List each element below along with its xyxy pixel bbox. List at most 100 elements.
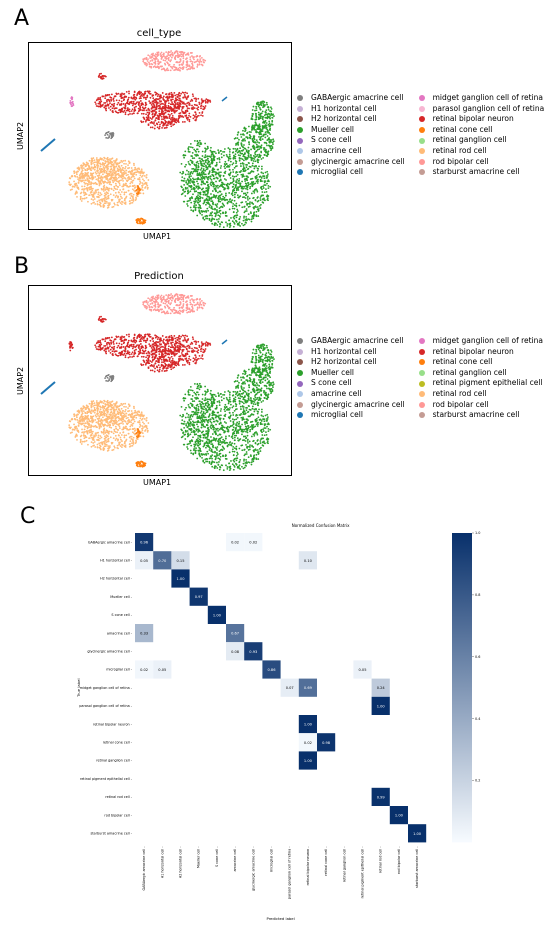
legend-label: retinal rod cell [432, 145, 487, 155]
panel-a-legend-item: H1 horizontal cell [297, 104, 405, 115]
cell-value-label: 0.98 [322, 741, 331, 745]
cluster-bipolar-small [202, 341, 212, 347]
y-tick-label: microglial cell - [106, 668, 133, 672]
cell-value-label: 0.02 [140, 668, 148, 672]
panel-a-letter: A [14, 6, 30, 31]
legend-marker-icon [418, 158, 425, 165]
legend-label: retinal cone cell [432, 357, 493, 367]
legend-marker-icon [418, 169, 425, 176]
panel-a-legend-item: rod bipolar cell [418, 157, 545, 168]
heatmap-cell [207, 605, 226, 624]
panel-b-legend-item: retinal bipolar neuron [418, 347, 543, 358]
legend-label: S cone cell [311, 378, 352, 388]
panel-b-legend-item: starburst amacrine cell [418, 410, 543, 421]
cluster-rod-bipolar [142, 293, 207, 315]
x-tick-label: H2 horizontal cell - [179, 846, 183, 879]
x-tick-label: S cone cell - [215, 846, 219, 867]
legend-marker-icon [418, 370, 425, 377]
heatmap-cell [298, 733, 317, 752]
cluster-midget [69, 96, 75, 108]
legend-marker-icon [297, 137, 303, 144]
legend-marker-icon [418, 348, 425, 355]
cluster-rod [80, 399, 124, 428]
x-tick-label: Mueller cell - [197, 846, 201, 869]
cell-value-label: 0.70 [158, 559, 167, 563]
heatmap-cell [171, 569, 190, 588]
panel-b-legend-item: retinal ganglion cell [418, 368, 543, 379]
legend-label: starburst amacrine cell [432, 410, 520, 420]
legend-marker-icon [297, 359, 303, 366]
x-tick-label: rod bipolar cell - [397, 846, 401, 874]
cluster-bipolar-small [97, 315, 107, 323]
legend-label: midget ganglion cell of retina [432, 93, 544, 102]
cluster-microglia [40, 138, 56, 152]
umap-a-scatter [40, 50, 275, 229]
legend-marker-icon [297, 348, 303, 355]
x-tick-label: retinal cone cell - [324, 846, 328, 876]
panel-b-umap-plot [28, 285, 292, 476]
legend-marker-icon [297, 105, 303, 112]
panel-a-legend-item: retinal bipolar neuron [418, 114, 545, 125]
confusion-matrix-ylabel: True label [76, 678, 81, 697]
colorbar-tick-label: 0.4 [475, 717, 480, 721]
panel-b-legend-item: microglial cell [297, 410, 405, 421]
x-tick-label: GABAergic amacrine cell - [142, 846, 146, 891]
heatmap-cell [298, 551, 317, 570]
y-tick-label: parasol ganglion cell of retina - [79, 704, 133, 708]
legend-marker-icon [297, 401, 303, 408]
legend-label: Mueller cell [311, 124, 354, 134]
cell-value-label: 1.00 [176, 577, 185, 581]
y-tick-label: rod bipolar cell - [104, 813, 132, 817]
legend-marker-icon [418, 380, 425, 387]
cell-value-label: 0.67 [231, 632, 239, 636]
cell-value-label: 0.24 [377, 686, 386, 690]
y-tick-label: retinal bipolar neuron - [93, 722, 133, 726]
panel-b-legend-item: rod bipolar cell [418, 400, 543, 411]
cell-value-label: 0.05 [358, 668, 366, 672]
heatmap-cell [244, 642, 263, 661]
colorbar-tick-label: 0.6 [475, 655, 480, 659]
heatmap-cell [135, 660, 154, 679]
colorbar-tick-label: 0.8 [475, 593, 480, 597]
y-tick-label: starburst amacrine cell - [90, 832, 132, 836]
legend-marker-icon [297, 391, 303, 398]
heatmap-cell [280, 678, 299, 697]
legend-label: GABAergic amacrine cell [311, 336, 404, 345]
legend-marker-icon [418, 95, 425, 102]
legend-label: H2 horizontal cell [311, 114, 377, 124]
cell-value-label: 1.00 [377, 704, 386, 708]
cell-value-label: 0.15 [176, 559, 184, 563]
heatmap-cell [189, 587, 208, 606]
cluster-rod-bipolar [142, 50, 207, 72]
legend-marker-icon [297, 380, 303, 387]
heatmap-cell [226, 533, 245, 552]
panel-b-ylabel: UMAP2 [16, 366, 25, 395]
x-tick-label: retinal ganglion cell - [342, 846, 346, 883]
heatmap-cell [262, 660, 281, 679]
cell-value-label: 0.99 [377, 795, 386, 799]
panel-a-legend-item: midget ganglion cell of retina [418, 93, 545, 104]
y-tick-label: retinal rod cell - [105, 795, 132, 799]
y-tick-label: H1 horizontal cell - [100, 559, 133, 563]
legend-label: S cone cell [311, 135, 352, 145]
legend-marker-icon [297, 370, 303, 377]
y-tick-label: S cone cell - [111, 613, 132, 617]
cell-value-label: 0.96 [140, 541, 149, 545]
panel-b-legend-item: H2 horizontal cell [297, 357, 405, 368]
x-tick-label: retinal pigment epithelial cell - [361, 846, 365, 899]
legend-marker-icon [297, 158, 303, 165]
heatmap-cell [298, 751, 317, 770]
panel-a-legend-item: amacrine cell [297, 146, 405, 157]
panel-a-legend-item: retinal ganglion cell [418, 135, 545, 146]
legend-marker-icon [297, 127, 303, 134]
x-tick-label: H1 horizontal cell - [160, 846, 164, 879]
cluster-cone [135, 185, 141, 196]
legend-label: parasol ganglion cell of retina [432, 103, 545, 113]
panel-a-legend-item: retinal rod cell [418, 145, 545, 157]
cluster-bipolar-small [202, 98, 212, 104]
heatmap-cell [317, 733, 336, 752]
cluster-cone [135, 460, 147, 468]
cluster-bipolar [140, 355, 178, 373]
heatmap-cell [371, 696, 390, 715]
panel-a-legend-item: Mueller cell [297, 125, 405, 136]
